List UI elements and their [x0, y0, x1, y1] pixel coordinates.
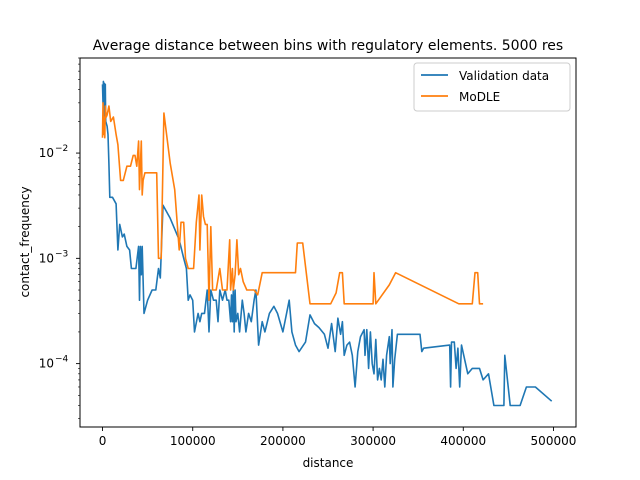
- y-tick-label: 10: [39, 357, 54, 371]
- x-tick-label: 200000: [260, 434, 306, 448]
- y-tick-label: 10: [39, 146, 54, 160]
- series-line-validation-data: [101, 80, 553, 407]
- legend: Validation data MoDLE: [413, 62, 571, 112]
- legend-box: [413, 62, 571, 112]
- x-axis-label: distance: [303, 456, 354, 470]
- y-axis: 10−410−310−2: [39, 57, 80, 419]
- x-tick-label: 100000: [170, 434, 216, 448]
- x-axis: 0 100000 200000 300000 400000 500000: [99, 427, 577, 448]
- x-tick-label: 300000: [350, 434, 396, 448]
- x-tick-label: 0: [99, 434, 107, 448]
- series-layer: [101, 80, 553, 407]
- y-tick-label: 10: [39, 251, 54, 265]
- legend-label-modle: MoDLE: [459, 90, 500, 104]
- y-tick-exponent: −2: [55, 144, 68, 154]
- x-tick-label: 400000: [440, 434, 486, 448]
- plot-frame: [79, 57, 577, 428]
- chart-title: Average distance between bins with regul…: [93, 38, 563, 54]
- x-tick-label: 500000: [531, 434, 577, 448]
- y-tick-exponent: −4: [55, 355, 69, 365]
- y-tick-exponent: −3: [55, 249, 68, 259]
- y-axis-label: contact_frequency: [18, 186, 32, 297]
- series-line-modle: [101, 102, 484, 305]
- legend-label-validation: Validation data: [459, 69, 549, 83]
